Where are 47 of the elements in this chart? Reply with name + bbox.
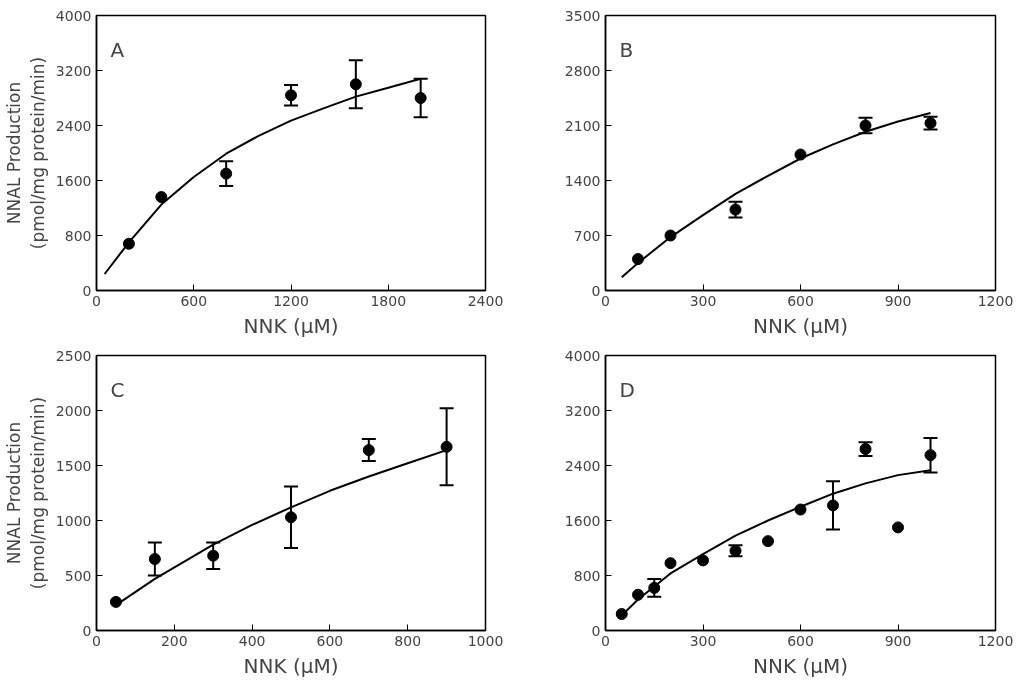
x-tick-label: 200 (160, 632, 188, 649)
y-tick-label: 2400 (564, 457, 601, 474)
annotation: B (619, 37, 634, 62)
y-tick-label: 1000 (55, 512, 92, 529)
y-tick-label: 2400 (55, 117, 92, 134)
y-tick-label: 500 (64, 567, 92, 584)
y-tick-label: 800 (573, 567, 601, 584)
y-tick-label: 2000 (55, 402, 92, 419)
x-axis-title: NNK (μM) (243, 653, 339, 678)
x-tick-label: 600 (787, 632, 814, 649)
y-tick-label: 2100 (564, 117, 601, 134)
x-axis-title: NNK (μM) (753, 313, 848, 338)
y-tick-label: 4000 (55, 7, 92, 24)
y-tick-label: 700 (573, 227, 601, 244)
x-tick-label: 600 (787, 292, 814, 309)
x-tick-label: 300 (689, 292, 717, 309)
x-tick-label: 1000 (467, 632, 504, 649)
y-tick-label: 2800 (564, 62, 601, 79)
x-tick-label: 900 (884, 632, 912, 649)
y-axis-title: NNAL Production (pmol/mg protein/min) (3, 56, 48, 250)
y-tick-label: 4000 (564, 347, 601, 364)
x-tick-label: 1800 (370, 292, 407, 309)
y-tick-label: 2500 (55, 347, 92, 364)
x-tick-label: 400 (238, 632, 266, 649)
x-tick-label: 600 (316, 632, 344, 649)
annotation: A (110, 37, 125, 62)
y-tick-label: 1600 (55, 172, 92, 189)
x-tick-label: 800 (394, 632, 422, 649)
y-tick-label: 3200 (55, 62, 92, 79)
x-tick-label: 1200 (977, 632, 1014, 649)
y-tick-label: 1600 (564, 512, 601, 529)
x-tick-label: 600 (180, 292, 208, 309)
x-tick-label: 1200 (977, 292, 1014, 309)
annotation: C (110, 377, 125, 402)
y-tick-label: 3200 (564, 402, 601, 419)
x-tick-label: 1200 (273, 292, 309, 309)
y-tick-label: 800 (64, 227, 92, 244)
x-axis-title: NNK (μM) (243, 313, 339, 338)
x-tick-label: 2400 (467, 292, 504, 309)
y-tick-label: 1500 (55, 457, 92, 474)
x-axis-title: NNK (μM) (753, 653, 848, 678)
x-tick-label: 300 (689, 632, 717, 649)
y-axis-title: NNAL Production (pmol/mg protein/min) (3, 396, 48, 590)
y-tick-label: 3500 (564, 7, 601, 24)
annotation: D (619, 377, 635, 402)
x-tick-label: 900 (884, 292, 912, 309)
y-tick-label: 1400 (564, 172, 601, 189)
